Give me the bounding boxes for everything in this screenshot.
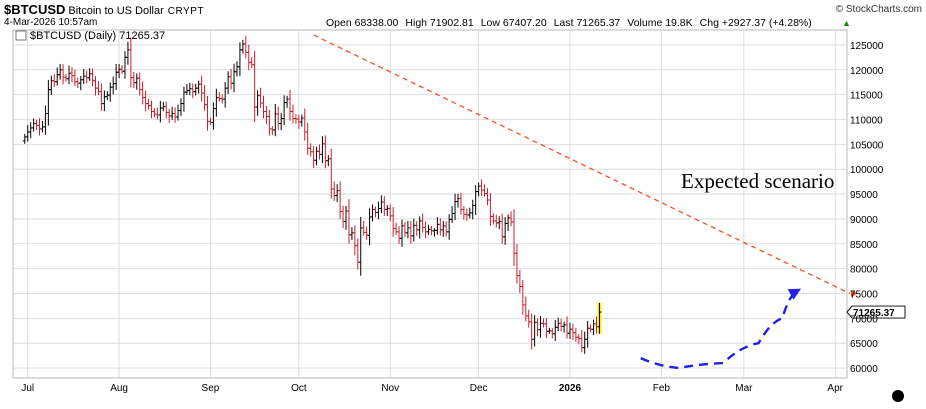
last-price-marker: 71265.37 [846,305,906,319]
quote-high: High 71902.81 [405,17,474,29]
y-tick-label: 110000 [850,115,883,126]
brand-credit: © StockCharts.com [835,4,922,15]
y-tick-label: 65000 [850,339,878,350]
resistance-trendline [313,34,851,295]
x-tick-label: Mar [735,383,753,394]
symbol-line: $BTCUSD Bitcoin to US Dollar CRYPT [4,2,204,17]
x-tick-label: Oct [291,383,307,394]
x-tick-label: Feb [653,383,671,394]
y-tick-label: 95000 [850,190,878,201]
y-tick-label: 120000 [850,66,884,77]
y-tick-label: 90000 [850,215,878,226]
ohlc-bar [597,302,602,334]
corner-dot [892,390,904,402]
datetime: 4-Mar-2026 10:57am [4,17,98,28]
plot-area [12,29,848,379]
chart-legend: $BTCUSD (Daily) 71265.37 [30,30,165,42]
quote-open: Open 68338.00 [326,17,399,29]
x-tick-label: Aug [110,383,128,394]
quote-change: Chg +2927.37 (+4.28%) [699,17,812,29]
y-tick-label: 75000 [850,289,878,300]
y-tick-label: 100000 [850,165,884,176]
y-tick-label: 85000 [850,240,878,251]
trendline-end-marker [850,289,858,297]
quote-last: Last 71265.37 [553,17,621,29]
legend-icon [15,30,27,41]
x-tick-label: Nov [381,383,399,394]
expected-scenario-path [640,288,802,370]
y-tick-label: 105000 [850,140,884,151]
annotation-expected-scenario: Expected scenario [681,169,834,193]
quote-volume: Volume 19.8K [627,17,693,29]
last-price-label: 71265.37 [853,308,895,319]
y-tick-label: 115000 [850,91,883,102]
instrument-name: Bitcoin to US Dollar [68,5,164,17]
y-tick-label: 80000 [850,265,878,276]
x-tick-label: Apr [827,383,843,394]
y-tick-label: 125000 [850,41,884,52]
y-tick-label: 70000 [850,314,878,325]
symbol: $BTCUSD [4,2,66,17]
chart-header: $BTCUSD Bitcoin to US Dollar CRYPT 4-Mar-2… [0,0,926,30]
x-tick-label: Dec [470,383,488,394]
y-tick-label: 60000 [850,364,878,375]
quote-low: Low 67407.20 [480,17,547,29]
x-tick-label: Sep [202,383,220,394]
exchange: CRYPT [167,6,204,17]
x-tick-label: Jul [21,383,34,394]
up-triangle-icon: ▲ [842,18,851,28]
quote-line: Open 68338.00 High 71902.81 Low 67407.20 La… [326,17,819,29]
x-tick-label: 2026 [559,383,582,394]
